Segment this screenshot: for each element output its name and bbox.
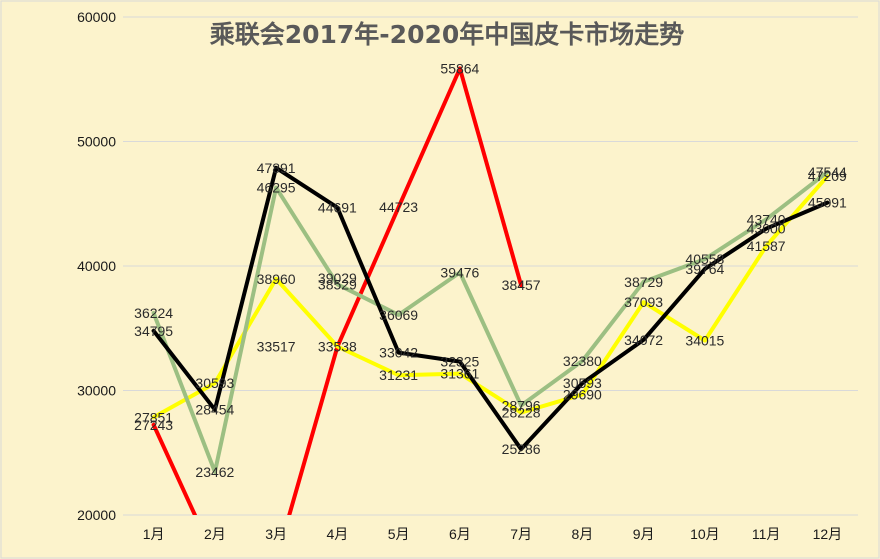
data-label: 47544 [808,164,847,180]
data-label: 32325 [440,354,479,370]
y-tick-label: 60000 [77,9,116,25]
x-tick-label: 1月 [143,526,165,542]
data-label: 38729 [624,274,663,290]
data-label: 33538 [318,338,357,354]
data-label: 28454 [195,402,234,418]
gridlines [123,16,858,516]
x-tick-label: 3月 [265,526,287,542]
data-label: 31361 [440,366,479,382]
data-label: 47891 [257,160,296,176]
data-label: 31231 [379,367,418,383]
data-label: 37093 [624,294,663,310]
x-tick-label: 6月 [449,526,471,542]
x-tick-label: 12月 [813,526,843,542]
data-label: 34015 [685,333,724,349]
data-label: 29690 [563,386,602,402]
data-label: 36069 [379,307,418,323]
series-line-2 [151,174,830,420]
data-label: 41587 [747,238,786,254]
data-label: 28228 [502,405,541,421]
data-label: 25286 [502,441,541,457]
data-label: 23462 [195,464,234,480]
series-lines [151,66,830,515]
data-label: 40558 [685,251,724,267]
data-label: 30593 [195,375,234,391]
y-tick-label: 40000 [77,258,116,274]
data-label: 55864 [440,60,479,76]
data-label: 44691 [318,200,357,216]
series-line-3 [151,170,830,474]
data-label: 34795 [134,323,173,339]
data-label: 39029 [318,270,357,286]
data-label: 33517 [257,339,296,355]
data-label: 38529 [318,276,357,292]
data-label: 30593 [563,375,602,391]
data-label: 47209 [808,168,847,184]
data-label: 43000 [747,221,786,237]
y-tick-label: 20000 [77,507,116,523]
data-label: 28796 [502,397,541,413]
x-tick-label: 8月 [571,526,593,542]
x-tick-label: 11月 [752,526,781,542]
data-label: 45091 [808,195,847,211]
data-label: 39476 [440,265,479,281]
data-label: 43740 [747,211,786,227]
data-label: 46295 [257,180,296,196]
data-label: 32380 [563,353,602,369]
data-label: 34072 [624,332,663,348]
data-label: 33042 [379,345,418,361]
x-tick-label: 7月 [510,526,532,542]
x-tick-label: 2月 [204,526,226,542]
y-tick-label: 50000 [77,134,116,150]
data-label: 38960 [257,271,296,287]
data-label: 38457 [502,277,541,293]
x-tick-label: 9月 [633,526,655,542]
data-label: 27243 [134,417,173,433]
x-tick-label: 5月 [388,526,410,542]
data-label: 27851 [134,409,173,425]
data-label: 36224 [134,305,173,321]
data-label: 39764 [685,261,724,277]
axes: 20000 30000 40000 50000 60000 1月 2月 3月 4月 5月 6月 7月 8… [77,9,842,542]
chart-title: 乘联会2017年-2020年中国皮卡市场走势 [210,20,685,49]
x-tick-label: 10月 [690,526,720,542]
x-tick-label: 4月 [326,526,348,542]
data-label: 44723 [379,199,418,215]
series-line-4 [151,165,830,452]
y-tick-label: 30000 [77,383,116,399]
